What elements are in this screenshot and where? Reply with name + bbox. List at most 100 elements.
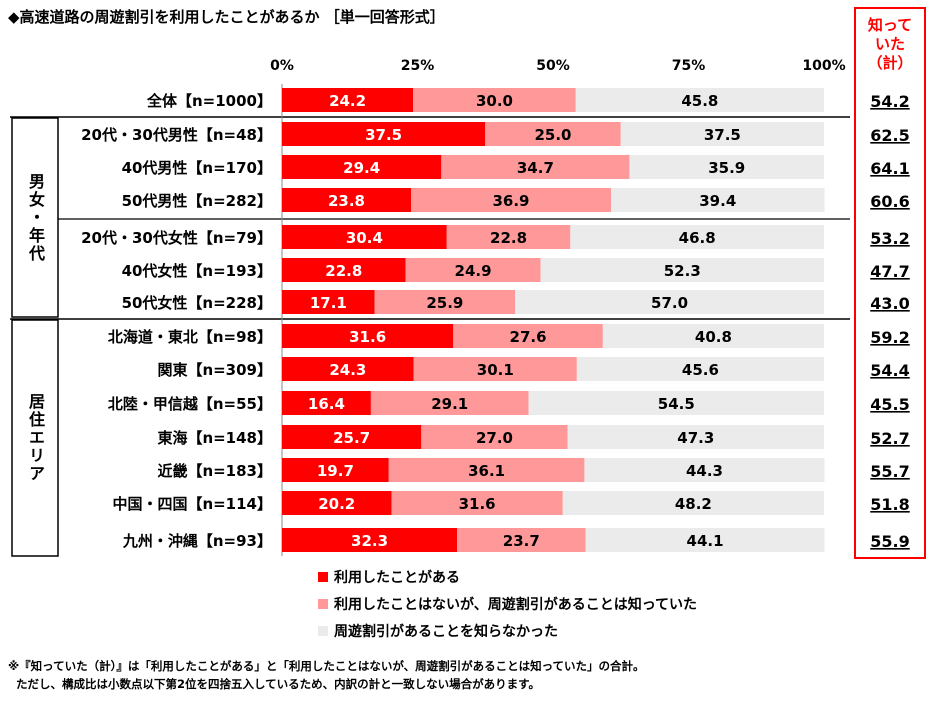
bar-segment bbox=[585, 528, 825, 552]
data-label: 25.9 bbox=[426, 294, 463, 312]
bar-segment bbox=[457, 528, 586, 552]
bar-segment bbox=[370, 391, 529, 415]
bar-segment bbox=[282, 155, 442, 179]
data-label: 44.3 bbox=[686, 462, 723, 480]
known-total-header: 知って bbox=[868, 16, 912, 34]
category-label: 全体【n=1000】 bbox=[146, 92, 272, 110]
data-label: 24.3 bbox=[329, 361, 366, 379]
data-label: 17.1 bbox=[310, 294, 347, 312]
bar-segment bbox=[562, 491, 824, 515]
data-label: 27.6 bbox=[510, 328, 547, 346]
category-label: 40代女性【n=193】 bbox=[122, 262, 272, 280]
bar-segment bbox=[282, 290, 375, 314]
bar-segment bbox=[282, 324, 454, 348]
data-label: 57.0 bbox=[651, 294, 688, 312]
known-total-value: 47.7 bbox=[870, 262, 909, 281]
category-label: 北陸・甲信越【n=55】 bbox=[108, 395, 272, 413]
bar-segment bbox=[282, 88, 414, 112]
bar-segment bbox=[629, 155, 824, 179]
data-label: 34.7 bbox=[517, 159, 554, 177]
category-label: 20代・30代男性【n=48】 bbox=[81, 126, 272, 144]
known-total-value: 54.2 bbox=[870, 92, 909, 111]
known-total-value: 59.2 bbox=[870, 328, 909, 347]
x-tick-label: 50% bbox=[536, 58, 570, 74]
bar-segment bbox=[515, 290, 824, 314]
bar-segment bbox=[388, 458, 585, 482]
known-total-value: 64.1 bbox=[870, 159, 909, 178]
bar-segment bbox=[282, 528, 458, 552]
data-label: 23.8 bbox=[328, 192, 365, 210]
data-label: 25.7 bbox=[333, 429, 370, 447]
data-label: 54.5 bbox=[658, 395, 695, 413]
bar-segment bbox=[576, 357, 824, 381]
bar-segment bbox=[282, 425, 422, 449]
data-label: 22.8 bbox=[325, 262, 362, 280]
bar-segment bbox=[602, 324, 824, 348]
legend-label: 利用したことがある bbox=[334, 569, 460, 586]
bar-segment bbox=[570, 225, 824, 249]
known-total-value: 53.2 bbox=[870, 229, 909, 248]
bar-segment bbox=[413, 357, 577, 381]
bar-segment bbox=[567, 425, 824, 449]
legend-label: 周遊割引があることを知らなかった bbox=[334, 623, 558, 640]
known-total-box bbox=[854, 7, 926, 559]
data-label: 30.0 bbox=[476, 92, 513, 110]
bar-segment bbox=[282, 391, 371, 415]
data-label: 36.9 bbox=[492, 192, 529, 210]
data-label: 46.8 bbox=[679, 229, 716, 247]
bar-segment bbox=[446, 225, 571, 249]
known-total-header: （計） bbox=[867, 54, 912, 72]
category-label: 東海【n=148】 bbox=[157, 429, 272, 447]
category-label: 20代・30代女性【n=79】 bbox=[81, 229, 272, 247]
bar-segment bbox=[421, 425, 568, 449]
bar-segment bbox=[610, 188, 825, 212]
data-label: 37.5 bbox=[704, 126, 741, 144]
legend-swatch bbox=[318, 599, 328, 609]
category-label: 近畿【n=183】 bbox=[157, 462, 272, 480]
known-total-value: 45.5 bbox=[870, 395, 909, 414]
legend-swatch bbox=[318, 572, 328, 582]
bar-segment bbox=[620, 122, 824, 146]
known-total-value: 55.9 bbox=[870, 532, 909, 551]
category-label: 40代男性【n=170】 bbox=[122, 159, 272, 177]
data-label: 31.6 bbox=[459, 495, 496, 513]
data-label: 25.0 bbox=[534, 126, 571, 144]
group-box bbox=[11, 319, 59, 557]
data-label: 22.8 bbox=[490, 229, 527, 247]
data-label: 24.9 bbox=[455, 262, 492, 280]
x-tick-label: 100% bbox=[802, 58, 845, 74]
group-label-text: 居住エリア bbox=[26, 393, 45, 483]
category-label: 北海道・東北【n=98】 bbox=[108, 328, 272, 346]
data-label: 45.6 bbox=[682, 361, 719, 379]
category-label: 中国・四国【n=114】 bbox=[112, 495, 272, 513]
known-total-value: 60.6 bbox=[870, 192, 909, 211]
bar-segment bbox=[282, 357, 414, 381]
bar-segment bbox=[575, 88, 824, 112]
data-label: 47.3 bbox=[677, 429, 714, 447]
x-tick-label: 0% bbox=[270, 58, 294, 74]
data-label: 40.8 bbox=[695, 328, 732, 346]
group-label-text: 男女・年代 bbox=[26, 172, 45, 263]
data-label: 35.9 bbox=[708, 159, 745, 177]
data-label: 16.4 bbox=[308, 395, 345, 413]
bar-segment bbox=[374, 290, 516, 314]
bar-segment bbox=[453, 324, 603, 348]
bar-segment bbox=[540, 258, 824, 282]
data-label: 37.5 bbox=[365, 126, 402, 144]
data-label: 45.8 bbox=[681, 92, 718, 110]
bar-segment bbox=[485, 122, 621, 146]
data-label: 30.4 bbox=[346, 229, 383, 247]
data-label: 29.4 bbox=[343, 159, 380, 177]
group-label-gender-age: 男女・年代 bbox=[12, 118, 58, 317]
bar-segment bbox=[282, 258, 406, 282]
data-label: 30.1 bbox=[477, 361, 514, 379]
data-label: 44.1 bbox=[687, 532, 724, 550]
bar-segment bbox=[282, 458, 389, 482]
data-label: 36.1 bbox=[468, 462, 505, 480]
data-label: 48.2 bbox=[675, 495, 712, 513]
data-label: 31.6 bbox=[349, 328, 386, 346]
bar-segment bbox=[282, 122, 486, 146]
known-total-header: いた bbox=[875, 35, 905, 53]
bar-segment bbox=[282, 225, 447, 249]
